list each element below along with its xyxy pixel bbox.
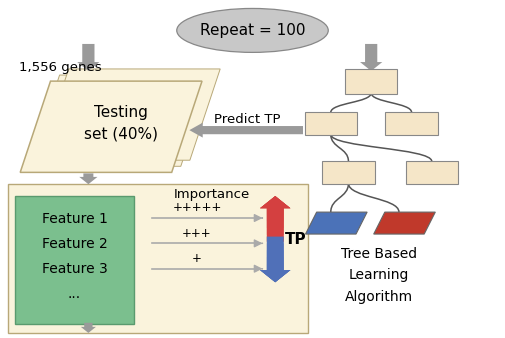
Polygon shape	[260, 237, 290, 282]
Polygon shape	[260, 196, 290, 235]
Text: Feature 1
Feature 2
Feature 3
...: Feature 1 Feature 2 Feature 3 ...	[41, 212, 108, 301]
Polygon shape	[260, 237, 290, 282]
Polygon shape	[189, 123, 303, 138]
Polygon shape	[374, 212, 435, 234]
Polygon shape	[360, 44, 382, 71]
Polygon shape	[306, 212, 367, 234]
FancyBboxPatch shape	[305, 112, 357, 135]
Polygon shape	[260, 250, 290, 282]
Text: Repeat = 100: Repeat = 100	[200, 23, 305, 38]
Polygon shape	[20, 81, 202, 172]
Bar	[8, 184, 308, 333]
FancyBboxPatch shape	[406, 161, 458, 184]
FancyBboxPatch shape	[322, 161, 375, 184]
Text: Testing
set (40%): Testing set (40%)	[84, 105, 158, 141]
Polygon shape	[81, 323, 96, 333]
Polygon shape	[79, 173, 97, 184]
Polygon shape	[260, 264, 290, 282]
FancyBboxPatch shape	[345, 69, 397, 94]
Polygon shape	[38, 69, 220, 160]
Ellipse shape	[177, 8, 328, 52]
Text: 1,556 genes: 1,556 genes	[19, 61, 102, 74]
Polygon shape	[260, 196, 290, 221]
Polygon shape	[29, 75, 211, 166]
Polygon shape	[260, 243, 290, 282]
Text: +++: +++	[182, 227, 212, 240]
Text: Tree Based
Learning
Algorithm: Tree Based Learning Algorithm	[341, 247, 417, 304]
Polygon shape	[260, 196, 290, 228]
FancyBboxPatch shape	[385, 112, 438, 135]
Text: Importance: Importance	[174, 188, 250, 201]
Bar	[15, 196, 134, 324]
Polygon shape	[260, 257, 290, 282]
Polygon shape	[260, 196, 290, 242]
Text: +: +	[192, 252, 202, 265]
Text: +++++: +++++	[172, 201, 222, 214]
Polygon shape	[77, 44, 99, 71]
Text: Predict TP: Predict TP	[214, 114, 281, 126]
Polygon shape	[260, 196, 290, 214]
Text: TP: TP	[285, 233, 307, 247]
Polygon shape	[260, 196, 290, 242]
